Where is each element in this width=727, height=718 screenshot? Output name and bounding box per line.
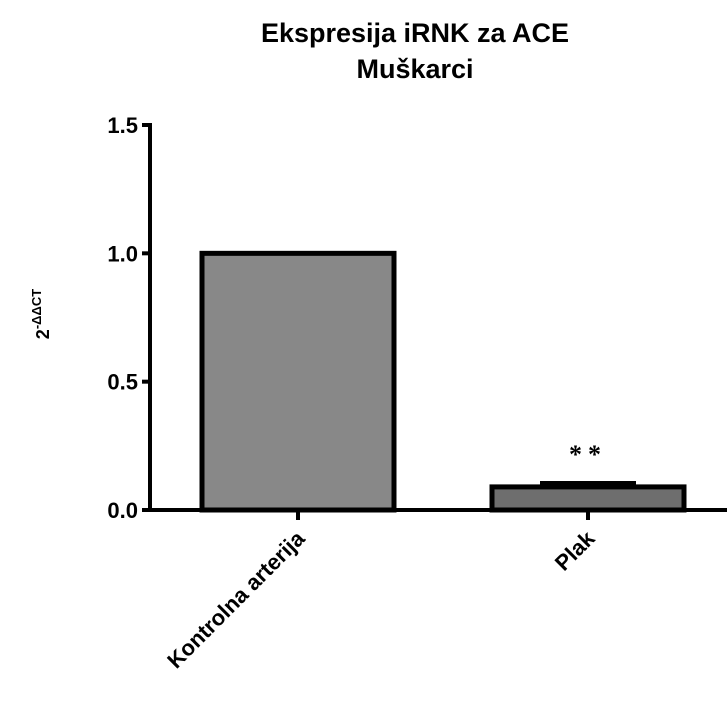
bar (489, 484, 687, 513)
bars (199, 250, 687, 513)
x-tick-label: Kontrolna arterija (162, 525, 310, 673)
y-tick-label: 1.0 (107, 241, 138, 266)
y-axis-label: 2-ΔΔCT (29, 289, 53, 339)
bar (199, 250, 397, 513)
y-tick-label: 0.0 (107, 498, 138, 523)
significance-annotation: ** (569, 440, 607, 469)
y-axis-label-base: 2 (33, 329, 53, 339)
x-tick-label: Plak (550, 525, 600, 575)
y-tick-label: 0.5 (107, 370, 138, 395)
chart-title: Ekspresija iRNK za ACE (261, 18, 569, 48)
chart-subtitle: Muškarci (356, 54, 473, 84)
y-axis-label-superscript: -ΔΔCT (29, 289, 44, 329)
y-tick-label: 1.5 (107, 113, 138, 138)
